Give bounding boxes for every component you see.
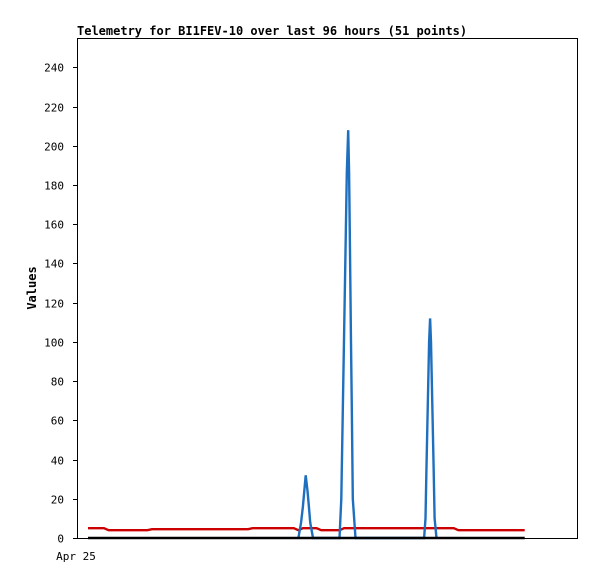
- series-line-2: [297, 130, 438, 540]
- y-tick-label: 200: [44, 141, 64, 154]
- y-tick-label: 60: [51, 415, 64, 428]
- chart-title: Telemetry for BI1FEV-10 over last 96 hou…: [77, 24, 467, 38]
- y-tick-label: 80: [51, 376, 64, 389]
- y-tick-label: 160: [44, 219, 64, 232]
- y-tick-label: 140: [44, 258, 64, 271]
- y-tick-label: 20: [51, 494, 64, 507]
- y-tick-label: 0: [57, 533, 64, 546]
- x-axis-ticks: Apr 25: [56, 550, 96, 563]
- y-tick-label: 40: [51, 455, 64, 468]
- y-tick-label: 240: [44, 62, 64, 75]
- y-tick-label: 180: [44, 180, 64, 193]
- x-tick-label: Apr 25: [56, 550, 96, 563]
- y-tick-label: 220: [44, 102, 64, 115]
- y-tick-label: 100: [44, 337, 64, 350]
- y-axis-label: Values: [25, 266, 39, 309]
- y-tick-label: 120: [44, 298, 64, 311]
- y-axis-ticks: 0 20 40 60 80 100 120 140 160 180 200 220 240: [44, 62, 78, 546]
- series-layer: [88, 130, 525, 540]
